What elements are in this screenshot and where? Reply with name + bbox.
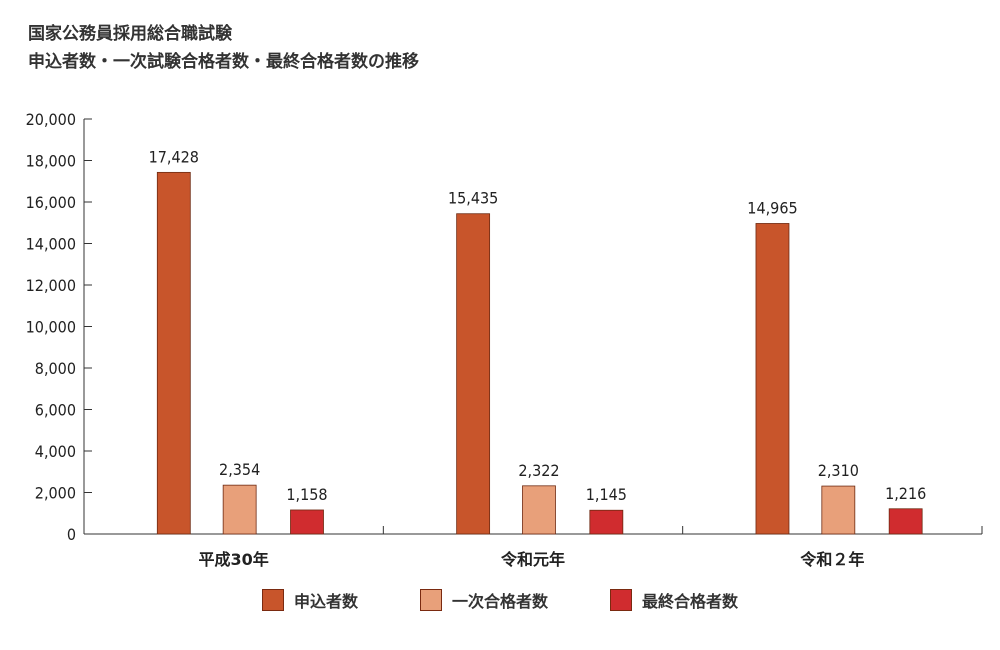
bar	[290, 509, 324, 535]
legend-item-first-stage: 一次合格者数	[419, 588, 548, 612]
chart-subtitle: 申込者数・一次試験合格者数・最終合格者数の推移	[28, 52, 419, 72]
bar	[522, 485, 556, 535]
chart-legend: 申込者数 一次合格者数 最終合格者数	[0, 588, 1000, 612]
y-tick-label: 0	[67, 525, 76, 544]
x-tick-label: 令和元年	[500, 550, 565, 569]
chart-title-block: 国家公務員採用総合職試験 申込者数・一次試験合格者数・最終合格者数の推移	[28, 20, 419, 76]
legend-swatch-applicants	[261, 589, 284, 611]
y-tick-label: 10,000	[26, 318, 76, 337]
data-label: 2,322	[518, 461, 559, 480]
bar	[589, 509, 624, 535]
legend-label-first-stage: 一次合格者数	[451, 592, 548, 611]
bar	[456, 213, 491, 535]
chart-title: 国家公務員採用総合職試験	[28, 24, 232, 44]
data-label: 17,428	[149, 147, 199, 166]
data-label: 14,965	[747, 198, 797, 217]
bar	[156, 171, 191, 535]
x-tick-label: 平成30年	[199, 550, 269, 569]
y-tick-label: 8,000	[35, 359, 76, 378]
legend-swatch-final	[610, 589, 632, 611]
data-label: 1,158	[286, 485, 327, 504]
legend-item-final: 最終合格者数	[610, 588, 738, 612]
legend-swatch-first-stage	[419, 589, 442, 611]
y-tick-label: 20,000	[26, 110, 76, 129]
data-label: 15,435	[448, 189, 498, 208]
chart-data-labels: 17,428 2,354 1,158 15,435 2,322 1,145 14,965 2,…	[149, 147, 927, 504]
bar	[222, 484, 257, 535]
y-tick-label: 4,000	[35, 442, 76, 461]
y-tick-label: 2,000	[35, 484, 76, 503]
legend-label-final: 最終合格者数	[642, 592, 739, 611]
y-tick-label: 6,000	[35, 401, 76, 420]
data-label: 1,216	[885, 484, 926, 503]
y-tick-label: 14,000	[26, 235, 76, 254]
legend-item-applicants: 申込者数	[261, 588, 358, 612]
bar	[821, 485, 856, 535]
chart-bars	[156, 171, 923, 535]
data-label: 1,145	[586, 485, 627, 504]
bar	[755, 223, 790, 535]
data-label: 2,354	[219, 460, 260, 479]
y-tick-label: 18,000	[26, 152, 76, 171]
y-tick-label: 12,000	[26, 276, 76, 295]
data-label: 2,310	[818, 461, 859, 480]
bar	[888, 508, 923, 535]
y-tick-label: 16,000	[26, 193, 76, 212]
x-tick-label: 令和２年	[799, 550, 864, 569]
legend-label-applicants: 申込者数	[293, 592, 358, 611]
